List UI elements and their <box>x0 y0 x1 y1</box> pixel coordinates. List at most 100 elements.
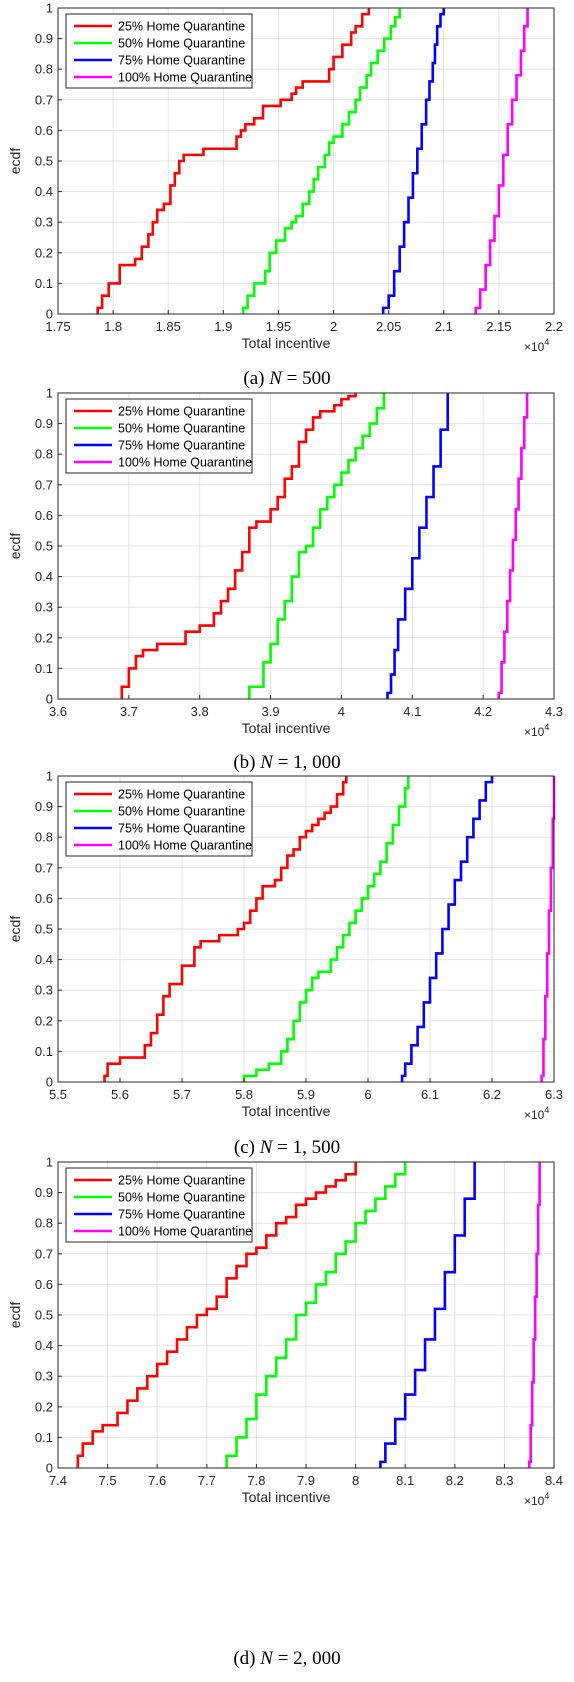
series-line-2 <box>241 8 401 314</box>
y-tick-label: 0.3 <box>35 600 53 615</box>
y-tick-label: 0.2 <box>35 245 53 260</box>
y-tick-label: 0.8 <box>35 447 53 462</box>
x-axis-label: Total incentive <box>242 1489 331 1505</box>
x-tick-label: 1.9 <box>214 319 232 334</box>
x-tick-label: 8 <box>352 1473 359 1488</box>
legend: 25% Home Quarantine 50% Home Quarantine 75… <box>65 398 253 474</box>
x-exponent-power: 4 <box>544 337 549 347</box>
x-exponent-power: 4 <box>544 722 549 732</box>
y-tick-label: 0.4 <box>35 952 53 967</box>
series-line-1 <box>96 8 371 314</box>
x-exponent-power: 4 <box>544 1491 549 1501</box>
y-axis-label: ecdf <box>7 148 23 175</box>
panel-caption: (a) N = 500 <box>0 368 574 390</box>
caption-value: = 2, 000 <box>272 1648 341 1669</box>
legend-label-3: 75% Home Quarantine <box>118 54 245 68</box>
x-tick-label: 2.1 <box>435 319 453 334</box>
y-tick-label: 0.2 <box>35 630 53 645</box>
chart-panel: 1.75 1.8 1.85 1.9 1.95 2 2.05 2.1 2.15 2.2 0 0.1 0.2… <box>0 0 574 353</box>
legend-label-2: 50% Home Quarantine <box>118 422 245 436</box>
x-exponent-label: ×104 <box>524 1105 549 1120</box>
legend-label-1: 25% Home Quarantine <box>118 788 245 802</box>
chart-svg: 1.75 1.8 1.85 1.9 1.95 2 2.05 2.1 2.15 2.2 0 0.1 0.2… <box>7 1 563 353</box>
caption-variable: N <box>259 1137 273 1158</box>
y-tick-label: 0.9 <box>35 1185 53 1200</box>
y-tick-label: 0.6 <box>35 508 53 523</box>
y-tick-label: 0.9 <box>35 799 53 814</box>
x-tick-label: 7.4 <box>49 1473 67 1488</box>
legend-label-4: 100% Home Quarantine <box>118 839 252 853</box>
y-tick-label: 0.5 <box>35 922 53 937</box>
x-tick-label: 3.9 <box>262 704 280 719</box>
caption-variable: N <box>260 752 273 773</box>
legend-label-4: 100% Home Quarantine <box>118 71 252 85</box>
chart-svg: 3.6 3.7 3.8 3.9 4 4.1 4.2 4.3 0 0.1 0.2 0.3 0.4 0.5 0.… <box>7 386 563 738</box>
y-tick-label: 0 <box>46 307 53 322</box>
series-line-4 <box>497 393 529 699</box>
y-tick-label: 0.9 <box>35 416 53 431</box>
x-tick-label: 7.6 <box>148 1473 166 1488</box>
y-tick-label: 0.5 <box>35 154 53 169</box>
series-line-3 <box>379 1162 476 1468</box>
x-tick-label: 4.3 <box>545 704 563 719</box>
y-tick-label: 0.2 <box>35 1013 53 1028</box>
panel-caption: (d) N = 2, 000 <box>0 1648 574 1670</box>
legend-label-1: 25% Home Quarantine <box>118 20 245 34</box>
series-line-3 <box>381 8 446 314</box>
x-tick-label: 4.2 <box>474 704 492 719</box>
series-line-2 <box>248 393 386 699</box>
y-tick-label: 0.7 <box>35 92 53 107</box>
x-tick-label: 7.8 <box>247 1473 265 1488</box>
legend-label-1: 25% Home Quarantine <box>118 1174 245 1188</box>
y-tick-label: 0.1 <box>35 276 53 291</box>
series-line-3 <box>386 393 450 699</box>
chart-panel: 5.5 5.6 5.7 5.8 5.9 6 6.1 6.2 6.3 0 0.1 0.2 0.3 0.4 0.… <box>0 768 574 1121</box>
x-tick-label: 2 <box>330 319 337 334</box>
x-tick-label: 1.95 <box>266 319 291 334</box>
x-axis-label: Total incentive <box>242 335 331 351</box>
y-tick-label: 0.5 <box>35 1308 53 1323</box>
chart-svg: 7.4 7.5 7.6 7.7 7.8 7.9 8 8.1 8.2 8.3 8.4 0 0.1 0.2 0.… <box>7 1155 563 1507</box>
y-tick-label: 0.5 <box>35 539 53 554</box>
x-tick-label: 5.9 <box>297 1087 315 1102</box>
caption-value: = 500 <box>281 368 331 389</box>
legend-label-3: 75% Home Quarantine <box>118 1208 245 1222</box>
chart-svg: 5.5 5.6 5.7 5.8 5.9 6 6.1 6.2 6.3 0 0.1 0.2 0.3 0.4 0.… <box>7 769 563 1121</box>
x-axis-label: Total incentive <box>242 1103 331 1119</box>
y-tick-label: 0.4 <box>35 1338 53 1353</box>
y-tick-label: 0.7 <box>35 477 53 492</box>
y-tick-label: 0 <box>46 1075 53 1090</box>
y-tick-label: 0.8 <box>35 62 53 77</box>
caption-value: = 1, 500 <box>272 1137 341 1158</box>
y-tick-label: 0 <box>46 692 53 707</box>
caption-label: (b) <box>233 752 261 773</box>
x-exponent-label: ×104 <box>524 337 549 352</box>
y-tick-label: 1 <box>46 1155 53 1170</box>
chart-panel: 3.6 3.7 3.8 3.9 4 4.1 4.2 4.3 0 0.1 0.2 0.3 0.4 0.5 0.… <box>0 385 574 738</box>
x-tick-label: 5.7 <box>173 1087 191 1102</box>
legend-label-4: 100% Home Quarantine <box>118 1225 252 1239</box>
caption-label: (a) <box>243 368 270 389</box>
y-tick-label: 0.6 <box>35 123 53 138</box>
legend-label-1: 25% Home Quarantine <box>118 405 245 419</box>
panel-caption: (b) N = 1, 000 <box>0 752 574 774</box>
x-tick-label: 2.05 <box>376 319 401 334</box>
y-tick-label: 0.1 <box>35 1430 53 1445</box>
series-line-1 <box>103 776 348 1082</box>
series-line-3 <box>400 776 494 1082</box>
y-tick-label: 0.7 <box>35 1246 53 1261</box>
x-tick-label: 7.9 <box>297 1473 315 1488</box>
x-axis-label: Total incentive <box>242 720 331 736</box>
x-tick-label: 1.85 <box>156 319 181 334</box>
x-tick-label: 5.6 <box>111 1087 129 1102</box>
x-tick-label: 3.7 <box>120 704 138 719</box>
legend-label-2: 50% Home Quarantine <box>118 805 245 819</box>
y-tick-label: 0.7 <box>35 860 53 875</box>
legend: 25% Home Quarantine 50% Home Quarantine 75… <box>65 13 253 89</box>
series-line-4 <box>527 1162 541 1468</box>
y-tick-label: 0.1 <box>35 661 53 676</box>
x-tick-label: 8.3 <box>495 1473 513 1488</box>
panel-caption: (c) N = 1, 500 <box>0 1137 574 1159</box>
x-tick-label: 7.7 <box>198 1473 216 1488</box>
y-tick-label: 1 <box>46 386 53 401</box>
